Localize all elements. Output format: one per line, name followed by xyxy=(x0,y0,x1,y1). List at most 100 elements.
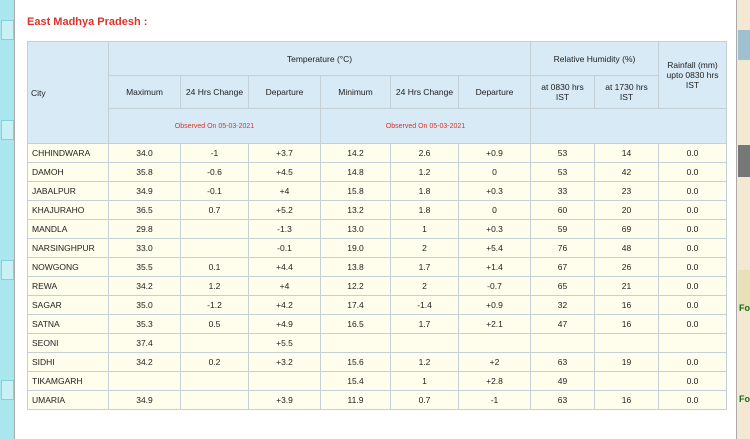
column-header: Minimum xyxy=(320,75,391,109)
value-cell: +4 xyxy=(248,181,321,201)
value-cell: 47 xyxy=(530,314,595,334)
value-cell: 36.5 xyxy=(108,200,181,220)
table-row: DAMOH 35.8 -0.6 +4.5 14.8 1.2 0 53 42 0.0 xyxy=(27,162,727,182)
city-cell: REWA xyxy=(27,276,109,296)
value-cell: 0.1 xyxy=(180,257,249,277)
value-cell: 0.0 xyxy=(658,276,727,296)
header-cell xyxy=(530,108,727,144)
value-cell: 1 xyxy=(390,219,459,239)
value-cell: 59 xyxy=(530,219,595,239)
value-cell: 1.7 xyxy=(390,257,459,277)
value-cell: 63 xyxy=(530,390,595,410)
value-cell: 0.0 xyxy=(658,238,727,258)
value-cell: 12.2 xyxy=(320,276,391,296)
city-cell: SAGAR xyxy=(27,295,109,315)
value-cell: 60 xyxy=(530,200,595,220)
table-row: SAGAR 35.0 -1.2 +4.2 17.4 -1.4 +0.9 32 16 0.0 xyxy=(27,295,727,315)
value-cell: -1.2 xyxy=(180,295,249,315)
value-cell xyxy=(594,333,659,353)
value-cell: 14.8 xyxy=(320,162,391,182)
value-cell: +4 xyxy=(248,276,321,296)
table-row: UMARIA 34.9 +3.9 11.9 0.7 -1 63 16 0.0 xyxy=(27,390,727,410)
value-cell: 0.7 xyxy=(390,390,459,410)
table-row: JABALPUR 34.9 -0.1 +4 15.8 1.8 +0.3 33 23 0.0 xyxy=(27,181,727,201)
value-cell: 48 xyxy=(594,238,659,258)
value-cell: +2.8 xyxy=(458,371,531,391)
value-cell: 35.5 xyxy=(108,257,181,277)
value-cell: -1 xyxy=(458,390,531,410)
city-cell: NOWGONG xyxy=(27,257,109,277)
value-cell: 76 xyxy=(530,238,595,258)
value-cell: 16 xyxy=(594,390,659,410)
value-cell: 0.0 xyxy=(658,314,727,334)
value-cell: 19.0 xyxy=(320,238,391,258)
value-cell: 53 xyxy=(530,143,595,163)
value-cell: +1.4 xyxy=(458,257,531,277)
value-cell: 1.8 xyxy=(390,200,459,220)
column-header: 24 Hrs Change xyxy=(390,75,459,109)
value-cell: 33.0 xyxy=(108,238,181,258)
value-cell: 26 xyxy=(594,257,659,277)
value-cell: 0.0 xyxy=(658,219,727,239)
column-header: at 1730 hrs IST xyxy=(594,75,659,109)
column-header: at 0830 hrs IST xyxy=(530,75,595,109)
table-row: KHAJURAHO 36.5 0.7 +5.2 13.2 1.8 0 60 20 0.0 xyxy=(27,200,727,220)
value-cell: 2.6 xyxy=(390,143,459,163)
value-cell xyxy=(180,238,249,258)
value-cell: 16 xyxy=(594,314,659,334)
city-cell: CHHINDWARA xyxy=(27,143,109,163)
table-row: SEONI 37.4 +5.5 xyxy=(27,333,727,353)
value-cell: 23 xyxy=(594,181,659,201)
table-row: CHHINDWARA 34.0 -1 +3.7 14.2 2.6 +0.9 53 14 0.0 xyxy=(27,143,727,163)
value-cell xyxy=(658,333,727,353)
value-cell: 0.0 xyxy=(658,352,727,372)
table-row: SIDHI 34.2 0.2 +3.2 15.6 1.2 +2 63 19 0.0 xyxy=(27,352,727,372)
value-cell: 0.0 xyxy=(658,295,727,315)
table-row: SATNA 35.3 0.5 +4.9 16.5 1.7 +2.1 47 16 0.0 xyxy=(27,314,727,334)
observed-cell: Observed On 05-03-2021 xyxy=(320,108,531,144)
table-body: CHHINDWARA 34.0 -1 +3.7 14.2 2.6 +0.9 53 14 0.0 DA… xyxy=(27,143,727,410)
city-cell: NARSINGHPUR xyxy=(27,238,109,258)
table-row: NOWGONG 35.5 0.1 +4.4 13.8 1.7 +1.4 67 26 0.0 xyxy=(27,257,727,277)
value-cell xyxy=(180,219,249,239)
value-cell: 0 xyxy=(458,200,531,220)
column-header: Departure xyxy=(458,75,531,109)
value-cell: 1.7 xyxy=(390,314,459,334)
value-cell: 15.6 xyxy=(320,352,391,372)
value-cell: -1 xyxy=(180,143,249,163)
table-row: REWA 34.2 1.2 +4 12.2 2 -0.7 65 21 0.0 xyxy=(27,276,727,296)
value-cell: 67 xyxy=(530,257,595,277)
value-cell: 1.2 xyxy=(390,352,459,372)
value-cell: -1.4 xyxy=(390,295,459,315)
column-header: Departure xyxy=(248,75,321,109)
value-cell: 0.0 xyxy=(658,200,727,220)
header-cell: Temperature (°C) xyxy=(108,41,531,76)
value-cell: 0.2 xyxy=(180,352,249,372)
side-text: Fo xyxy=(739,303,750,313)
value-cell: +0.3 xyxy=(458,219,531,239)
value-cell: 0.5 xyxy=(180,314,249,334)
value-cell: 20 xyxy=(594,200,659,220)
value-cell: -0.1 xyxy=(180,181,249,201)
value-cell xyxy=(320,333,391,353)
value-cell: 2 xyxy=(390,276,459,296)
value-cell: 35.3 xyxy=(108,314,181,334)
city-cell: SATNA xyxy=(27,314,109,334)
value-cell: 0.0 xyxy=(658,371,727,391)
value-cell: +3.2 xyxy=(248,352,321,372)
value-cell: 32 xyxy=(530,295,595,315)
value-cell: 13.2 xyxy=(320,200,391,220)
value-cell: 14.2 xyxy=(320,143,391,163)
value-cell: 1.2 xyxy=(390,162,459,182)
value-cell: 13.0 xyxy=(320,219,391,239)
value-cell: +4.5 xyxy=(248,162,321,182)
value-cell: 65 xyxy=(530,276,595,296)
city-cell: JABALPUR xyxy=(27,181,109,201)
value-cell: 11.9 xyxy=(320,390,391,410)
side-text: Fo xyxy=(739,394,750,404)
city-cell: TIKAMGARH xyxy=(27,371,109,391)
value-cell: 34.9 xyxy=(108,181,181,201)
value-cell: 34.0 xyxy=(108,143,181,163)
value-cell: 34.9 xyxy=(108,390,181,410)
table-row: NARSINGHPUR 33.0 -0.1 19.0 2 +5.4 76 48 0.0 xyxy=(27,238,727,258)
